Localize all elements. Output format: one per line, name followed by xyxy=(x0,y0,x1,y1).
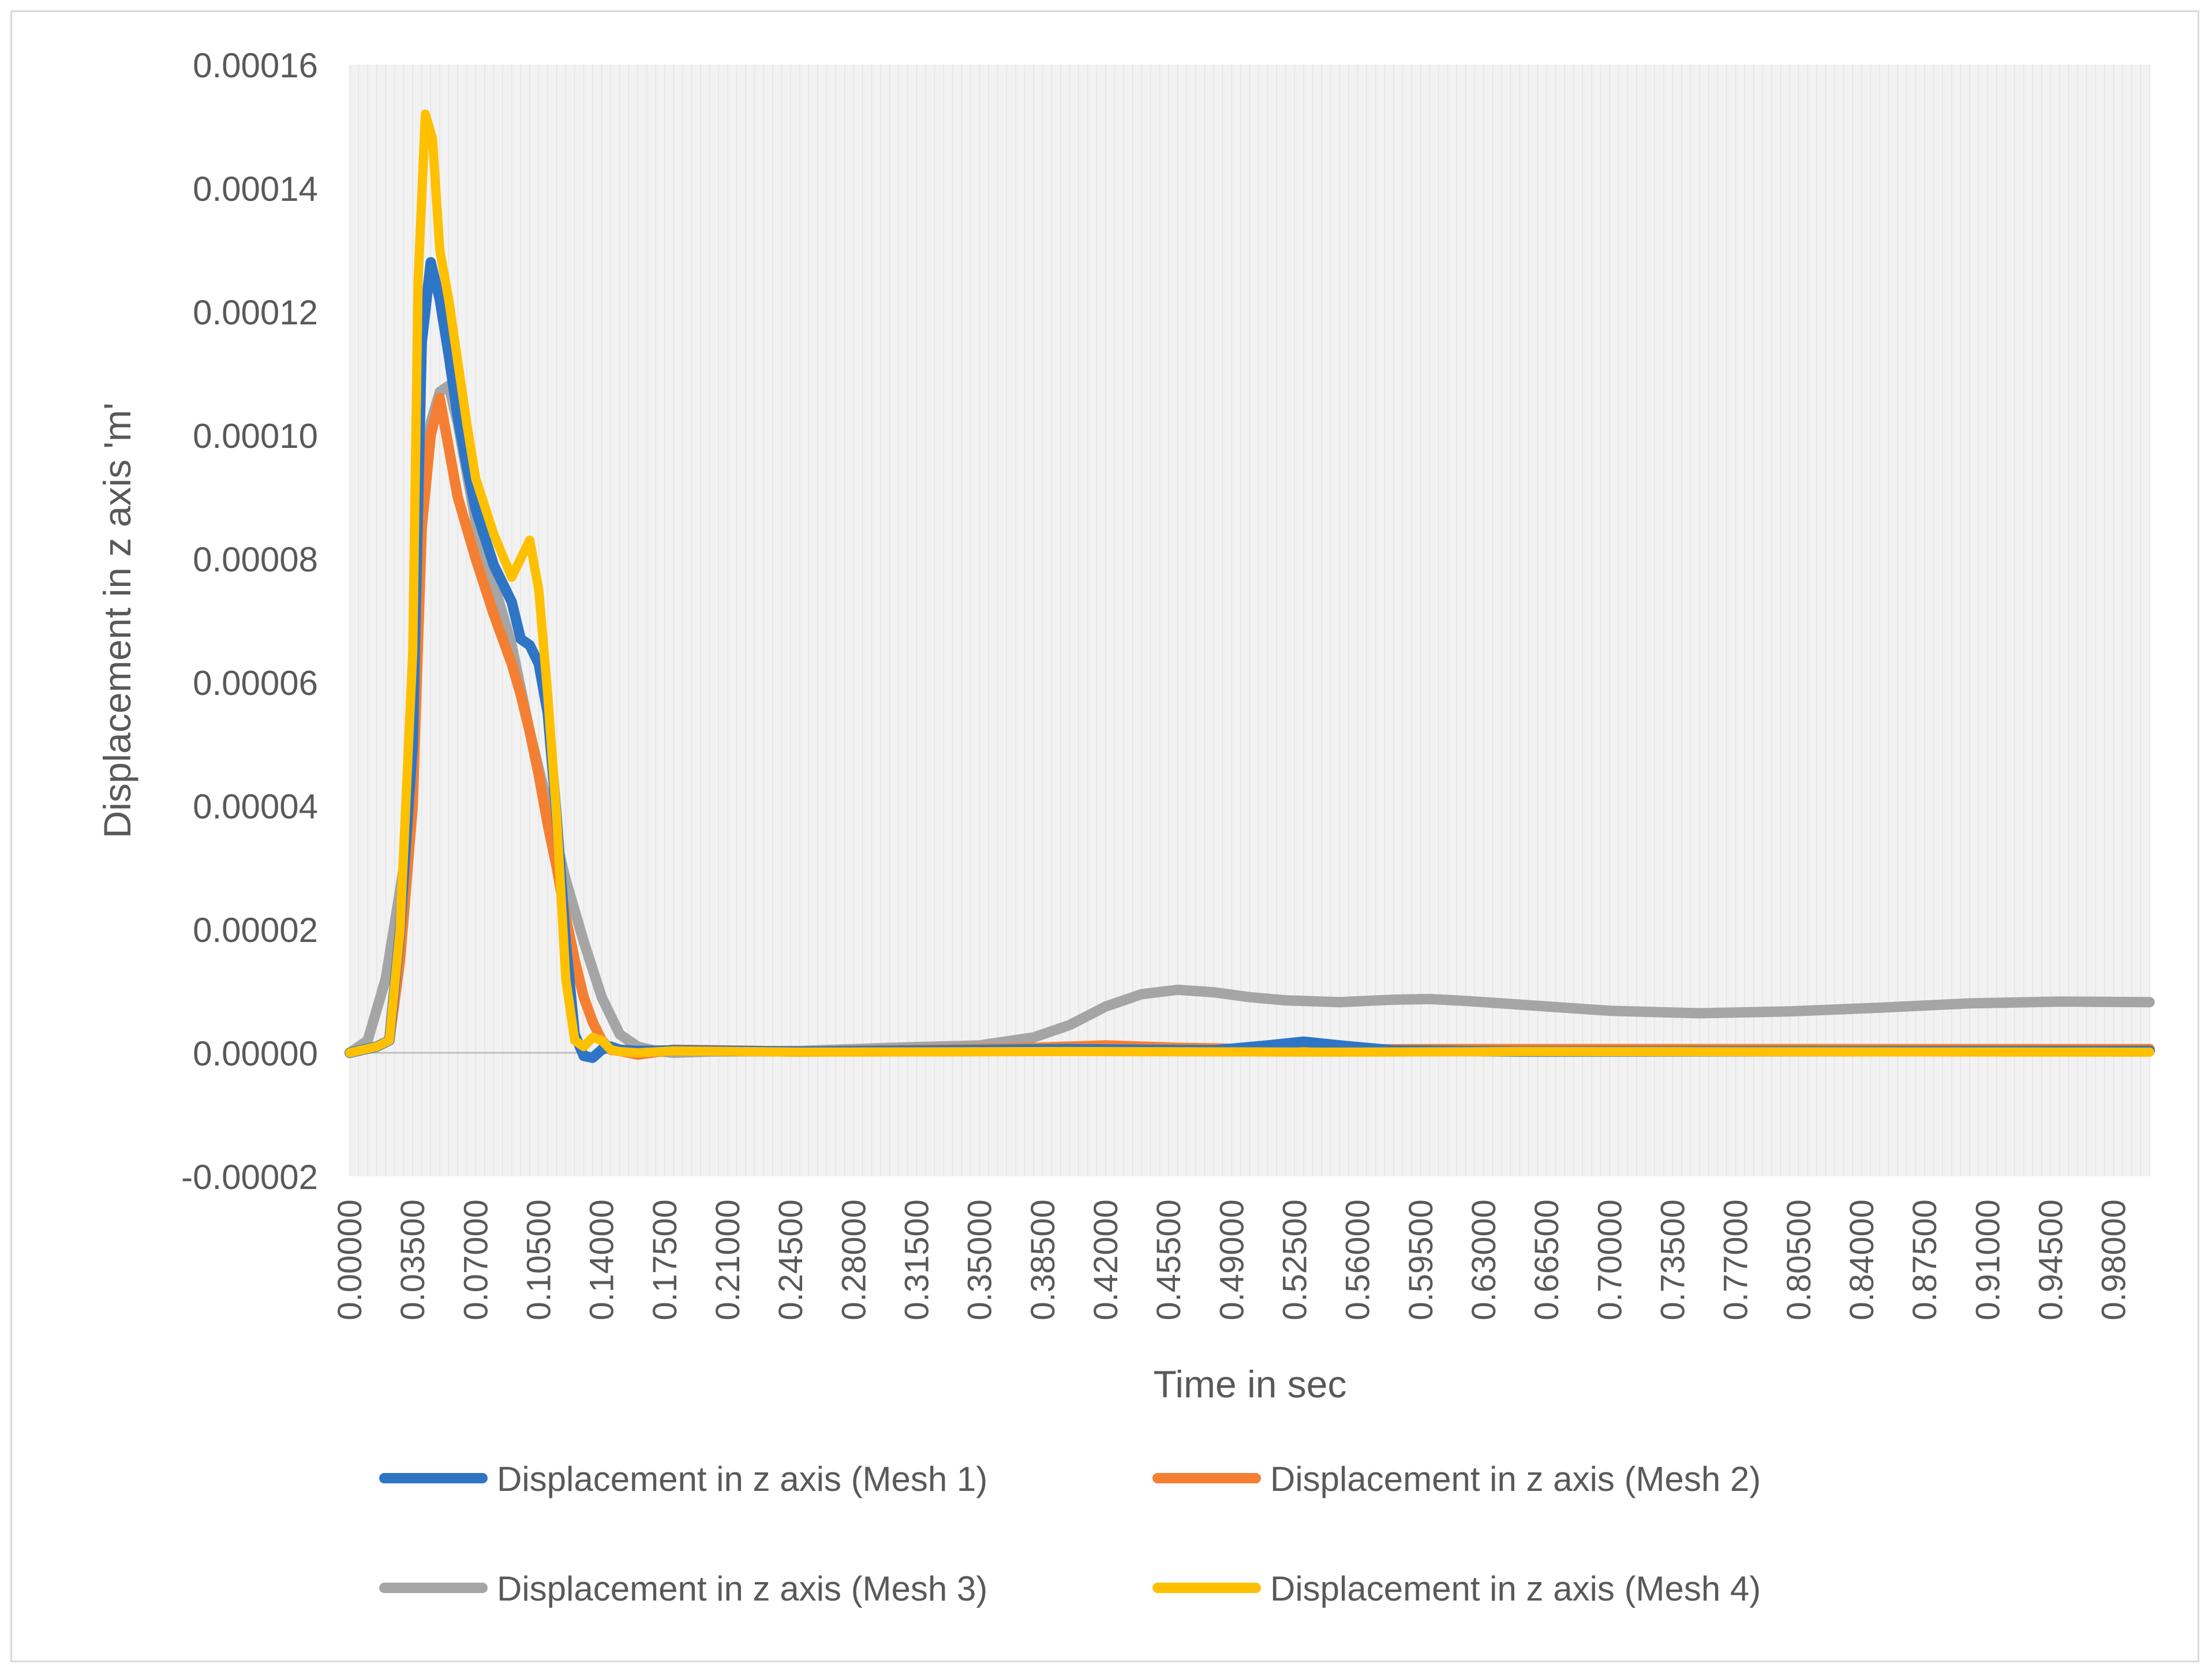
y-tick-label: 0.00002 xyxy=(193,911,318,949)
x-tick-label: 0.21000 xyxy=(709,1199,747,1321)
series-line-mesh-4 xyxy=(345,109,2154,1057)
x-tick-label: 0.28000 xyxy=(835,1199,873,1321)
chart-frame: 0.00016 0.00014 0.00012 0.00010 0.00008 0.000… xyxy=(10,10,2199,1662)
y-axis-tick-labels: 0.00016 0.00014 0.00012 0.00010 0.00008 0.000… xyxy=(181,46,318,1197)
x-tick-label: 0.84000 xyxy=(1843,1199,1881,1321)
x-axis-tick-labels: 0.00000 0.03500 0.07000 0.10500 0.14000 0.175… xyxy=(331,1199,2133,1321)
y-axis-title: Displacement in z axis 'm' xyxy=(96,402,139,838)
x-tick-label: 0.77000 xyxy=(1717,1199,1755,1321)
line-chart: 0.00016 0.00014 0.00012 0.00010 0.00008 0.000… xyxy=(96,46,2155,1608)
x-tick-label: 0.31500 xyxy=(898,1199,935,1321)
x-tick-label: 0.59500 xyxy=(1402,1199,1440,1321)
x-tick-label: 0.80500 xyxy=(1780,1199,1818,1321)
x-tick-label: 0.24500 xyxy=(772,1199,810,1321)
x-tick-label: 0.17500 xyxy=(646,1199,684,1321)
y-tick-label: 0.00006 xyxy=(193,664,318,702)
y-tick-label: 0.00000 xyxy=(193,1034,318,1073)
x-tick-label: 0.07000 xyxy=(457,1199,495,1321)
x-tick-label: 0.14000 xyxy=(583,1199,621,1321)
x-tick-label: 0.35000 xyxy=(961,1199,999,1321)
x-tick-label: 0.10500 xyxy=(520,1199,557,1321)
x-tick-label: 0.45500 xyxy=(1150,1199,1188,1321)
x-tick-label: 0.87500 xyxy=(1906,1199,1944,1321)
x-tick-label: 0.56000 xyxy=(1339,1199,1377,1321)
legend-label: Displacement in z axis (Mesh 1) xyxy=(497,1460,987,1498)
x-tick-label: 0.38500 xyxy=(1024,1199,1062,1321)
x-tick-label: 0.94500 xyxy=(2032,1199,2069,1321)
x-tick-label: 0.00000 xyxy=(331,1199,369,1321)
y-tick-label: 0.00016 xyxy=(193,46,318,85)
y-tick-label: 0.00004 xyxy=(193,787,318,826)
legend-label: Displacement in z axis (Mesh 3) xyxy=(497,1569,987,1608)
grid-lines xyxy=(349,65,2150,1176)
legend: Displacement in z axis (Mesh 1) Displacem… xyxy=(379,1460,1761,1608)
y-tick-label: 0.00010 xyxy=(193,417,318,455)
x-tick-label: 0.70000 xyxy=(1591,1199,1629,1321)
x-tick-label: 0.66500 xyxy=(1528,1199,1566,1321)
x-tick-label: 0.98000 xyxy=(2095,1199,2133,1321)
y-tick-label: -0.00002 xyxy=(181,1158,318,1197)
x-tick-label: 0.03500 xyxy=(394,1199,432,1321)
y-tick-label: 0.00012 xyxy=(193,293,318,332)
x-tick-label: 0.91000 xyxy=(1969,1199,2007,1321)
y-tick-label: 0.00014 xyxy=(193,170,318,208)
series-lines xyxy=(345,109,2155,1063)
x-tick-label: 0.49000 xyxy=(1213,1199,1251,1321)
legend-label: Displacement in z axis (Mesh 4) xyxy=(1270,1569,1761,1608)
x-tick-label: 0.63000 xyxy=(1465,1199,1503,1321)
x-axis-title: Time in sec xyxy=(1154,1363,1347,1405)
x-tick-label: 0.73500 xyxy=(1654,1199,1691,1321)
x-tick-label: 0.42000 xyxy=(1087,1199,1125,1321)
y-tick-label: 0.00008 xyxy=(193,540,318,579)
legend-label: Displacement in z axis (Mesh 2) xyxy=(1270,1460,1761,1498)
x-tick-label: 0.52500 xyxy=(1276,1199,1313,1321)
